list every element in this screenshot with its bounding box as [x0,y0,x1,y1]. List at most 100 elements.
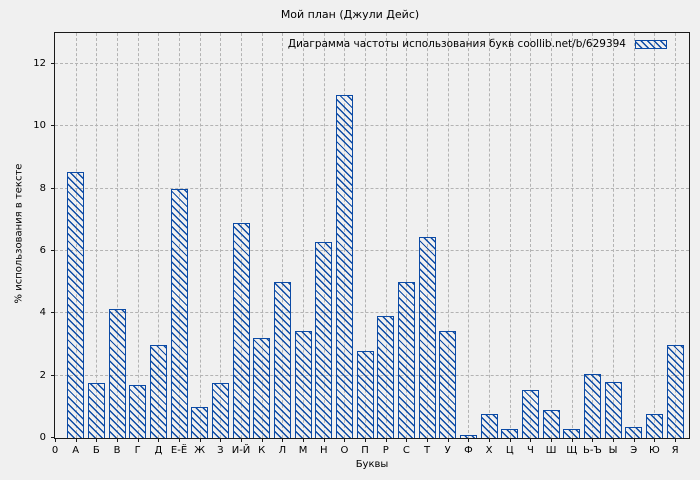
bar-Т [418,237,436,438]
x-tick-mark [323,438,325,442]
v-gridline [489,33,491,438]
y-tick-label: 2 [39,369,46,381]
x-tick-label: Ф [464,445,473,456]
x-tick-mark [344,438,346,442]
x-tick-label: Е-Ё [170,445,188,456]
h-gridline [55,125,689,127]
legend-label: Диаграмма частоты использования букв coo… [287,38,626,50]
legend-swatch-hatch-icon [635,39,667,49]
bar-Ш [542,410,560,438]
x-tick-mark [241,438,243,442]
x-tick-mark [427,438,429,442]
x-tick-mark [261,438,263,442]
y-tick-label: 12 [33,58,46,70]
bar-К [253,338,271,438]
v-gridline [447,33,449,438]
y-tick-mark [51,250,55,252]
v-gridline [613,33,615,438]
bar-Ы [604,382,622,438]
v-gridline [571,33,573,438]
x-tick-label: Н [319,445,328,456]
v-gridline [365,33,367,438]
v-gridline [158,33,160,438]
bar-П [356,351,374,438]
x-tick-label: З [217,445,224,456]
x-axis-title: Буквы [355,459,389,470]
x-tick-label: Р [382,445,389,456]
bar-Ю [645,414,663,438]
bar-Ч [521,390,539,438]
v-gridline [137,33,139,438]
bar-Д [149,345,167,438]
bar-Г [129,385,147,438]
y-tick-mark [51,374,55,376]
x-tick-mark [96,438,98,442]
bar-В [108,309,126,438]
h-gridline [55,312,689,314]
bar-С [397,282,415,438]
v-gridline [385,33,387,438]
h-gridline [55,187,689,189]
h-gridline [55,63,689,65]
v-gridline [633,33,635,438]
x-tick-label: В [113,445,121,456]
bar-Щ [563,429,581,438]
y-tick-label: 10 [33,120,46,132]
x-tick-mark [365,438,367,442]
y-tick-mark [51,125,55,127]
x-tick-mark [158,438,160,442]
y-tick-label: 6 [39,245,46,257]
x-tick-label: П [361,445,369,456]
h-gridline [55,250,689,252]
bar-Э [625,427,643,438]
bar-Р [377,316,395,438]
x-tick-label: Э [630,445,638,456]
x-tick-label: Ш [545,445,557,456]
v-gridline [323,33,325,438]
y-axis-title: % использования в тексте [13,163,25,304]
x-tick-label: Ь-Ъ [583,445,602,456]
x-tick-label: Т [423,445,431,456]
v-gridline [199,33,201,438]
v-gridline [654,33,656,438]
y-tick-label: 8 [39,182,46,194]
x-tick-mark [571,438,573,442]
x-tick-label: Ю [649,445,660,456]
x-tick-mark [117,438,118,442]
x-tick-label: Ч [526,445,534,456]
x-tick-label: Б [92,445,100,456]
y-tick-label: 4 [39,307,46,319]
y-tick-mark [51,437,55,438]
bar-Е-Ё [170,189,188,438]
x-tick-label: Л [278,445,287,456]
bar-А [67,172,85,438]
x-tick-label: Ж [194,445,206,456]
x-tick-mark [406,438,408,442]
x-tick-mark [179,438,181,442]
bar-Я [666,345,684,438]
v-gridline [282,33,284,438]
x-tick-mark [530,438,532,442]
v-gridline [530,33,532,438]
y-tick-mark [51,63,55,65]
x-tick-mark [654,438,656,442]
bar-З [211,383,229,438]
x-tick-mark [592,438,594,442]
x-tick-label: Щ [566,445,578,456]
v-gridline [468,33,470,438]
x-tick-label: 0 [51,445,59,456]
bar-Б [87,383,105,438]
y-tick-label: 0 [39,432,46,443]
x-tick-label: М [298,445,308,456]
x-tick-mark [675,438,677,442]
x-tick-mark [303,438,305,442]
v-gridline [509,33,511,438]
bar-Х [480,414,498,438]
x-tick-mark [282,438,284,442]
x-tick-label: Х [485,445,493,456]
x-tick-mark [551,438,553,442]
x-tick-label: О [340,445,349,456]
bar-Ф [459,435,477,438]
x-tick-mark [199,438,201,442]
v-gridline [551,33,553,438]
